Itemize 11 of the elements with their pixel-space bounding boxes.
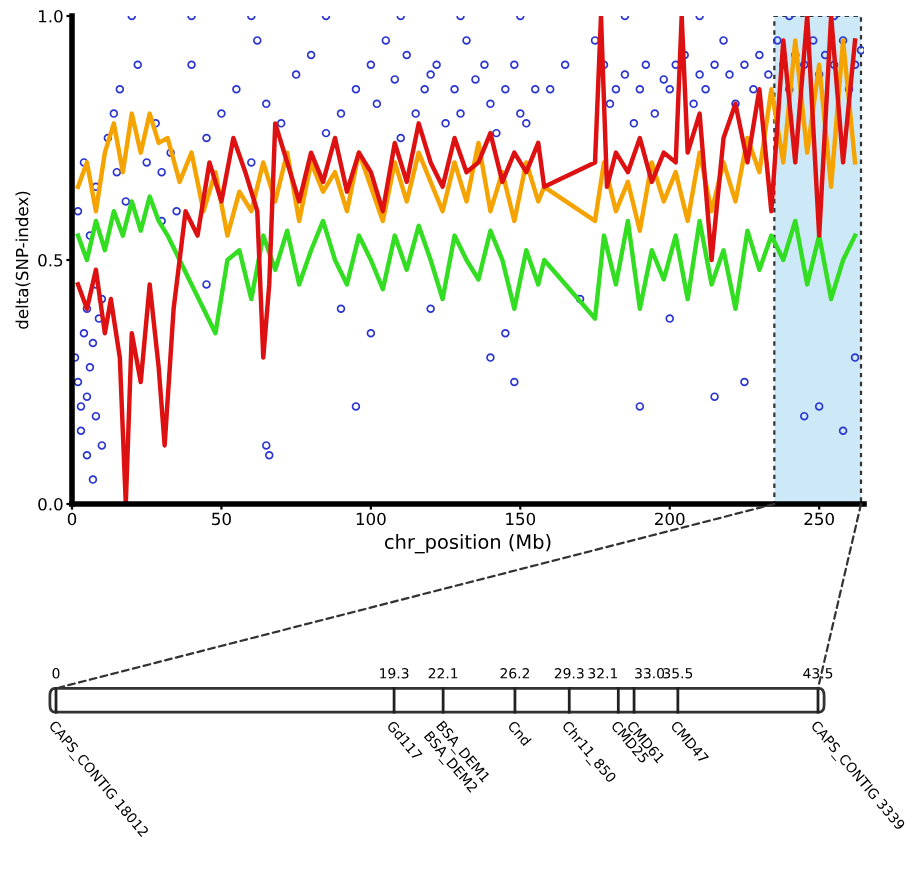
y-tick-label: 1.0 — [38, 9, 63, 23]
x-tick-label: 150 — [506, 512, 536, 526]
x-axis-title: chr_position (Mb) — [384, 534, 551, 554]
x-tick-label: 50 — [212, 512, 231, 526]
x-tick-label: 200 — [655, 512, 685, 526]
y-tick-label: 0.5 — [38, 253, 63, 267]
y-axis-title: delta(SNP-index) — [15, 191, 31, 329]
x-tick-label: 100 — [356, 512, 386, 526]
x-tick-label: 0 — [67, 512, 77, 526]
y-tick-label: 0.0 — [38, 497, 63, 511]
x-tick-label: 250 — [804, 512, 834, 526]
